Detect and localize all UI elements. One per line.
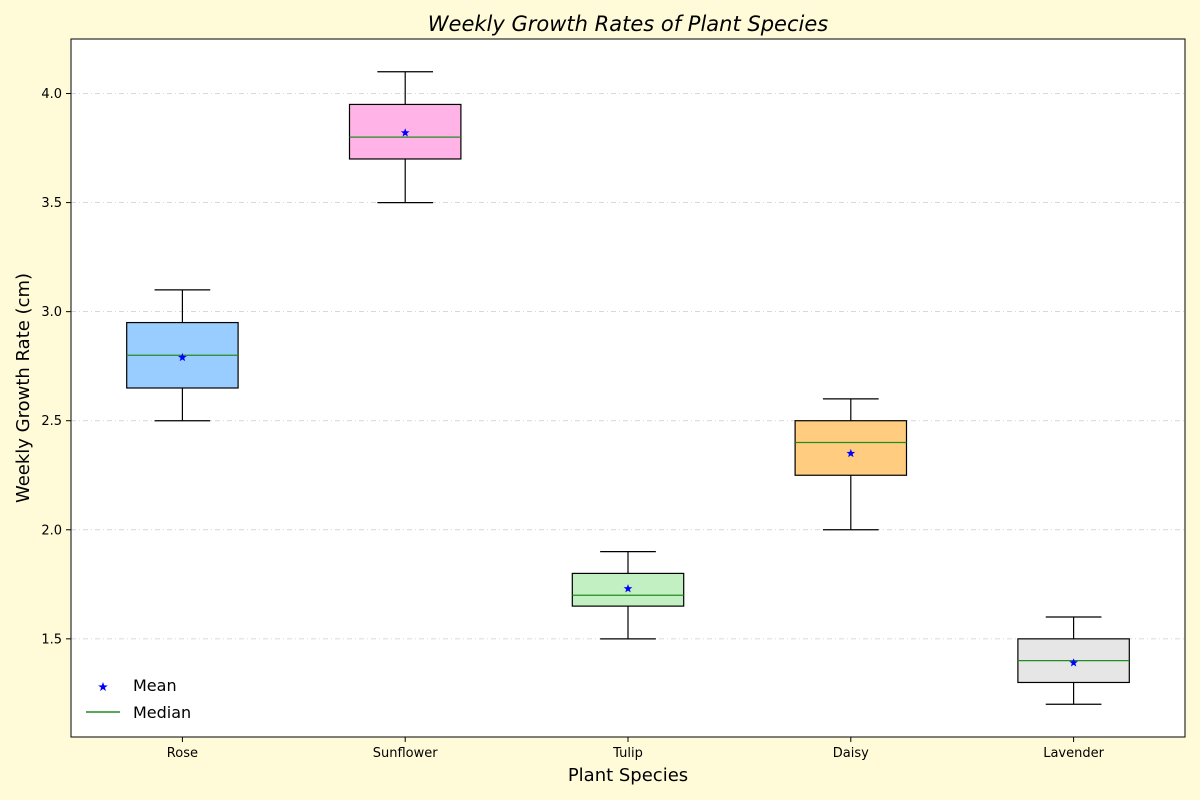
mean-marker [1069, 658, 1078, 667]
legend: Mean Median [86, 676, 191, 722]
boxes [126, 71, 1130, 705]
box-body [348, 103, 462, 160]
x-tick-label: Rose [167, 746, 198, 761]
x-axis-label: Plant Species [568, 765, 688, 786]
box-lavender [1017, 616, 1130, 705]
x-tick-label: Sunflower [373, 746, 439, 761]
mean-marker [178, 352, 187, 362]
box-body [794, 420, 908, 476]
y-tick-label: 3.5 [41, 196, 62, 211]
box-sunflower [348, 71, 462, 204]
mean-marker [400, 128, 410, 137]
legend-mean-label: Mean [133, 676, 177, 695]
box-daisy [794, 398, 908, 531]
mean-marker [623, 584, 633, 593]
y-axis-label: Weekly Growth Rate (cm) [13, 273, 34, 503]
y-tick-label: 2.0 [41, 523, 62, 538]
x-tick-label: Lavender [1043, 746, 1104, 761]
box-tulip [571, 550, 685, 640]
legend-mean-marker-icon [98, 682, 108, 691]
mean-marker [846, 448, 856, 458]
legend-median-label: Median [133, 703, 191, 722]
y-tick-label: 1.5 [41, 632, 62, 647]
x-tick-label: Tulip [612, 746, 643, 761]
y-tick-label: 2.5 [41, 414, 62, 429]
x-tick-label: Daisy [833, 746, 869, 761]
y-tick-label: 3.0 [41, 305, 62, 320]
y-tick-label: 4.0 [41, 87, 62, 102]
chart-title: Weekly Growth Rates of Plant Species [428, 12, 828, 36]
box-rose [126, 289, 239, 422]
box-body [571, 572, 685, 607]
axes: 1.5 2.0 2.5 3.0 3.5 4.0 Rose Sunflower Tulip Dais… [41, 87, 1104, 761]
